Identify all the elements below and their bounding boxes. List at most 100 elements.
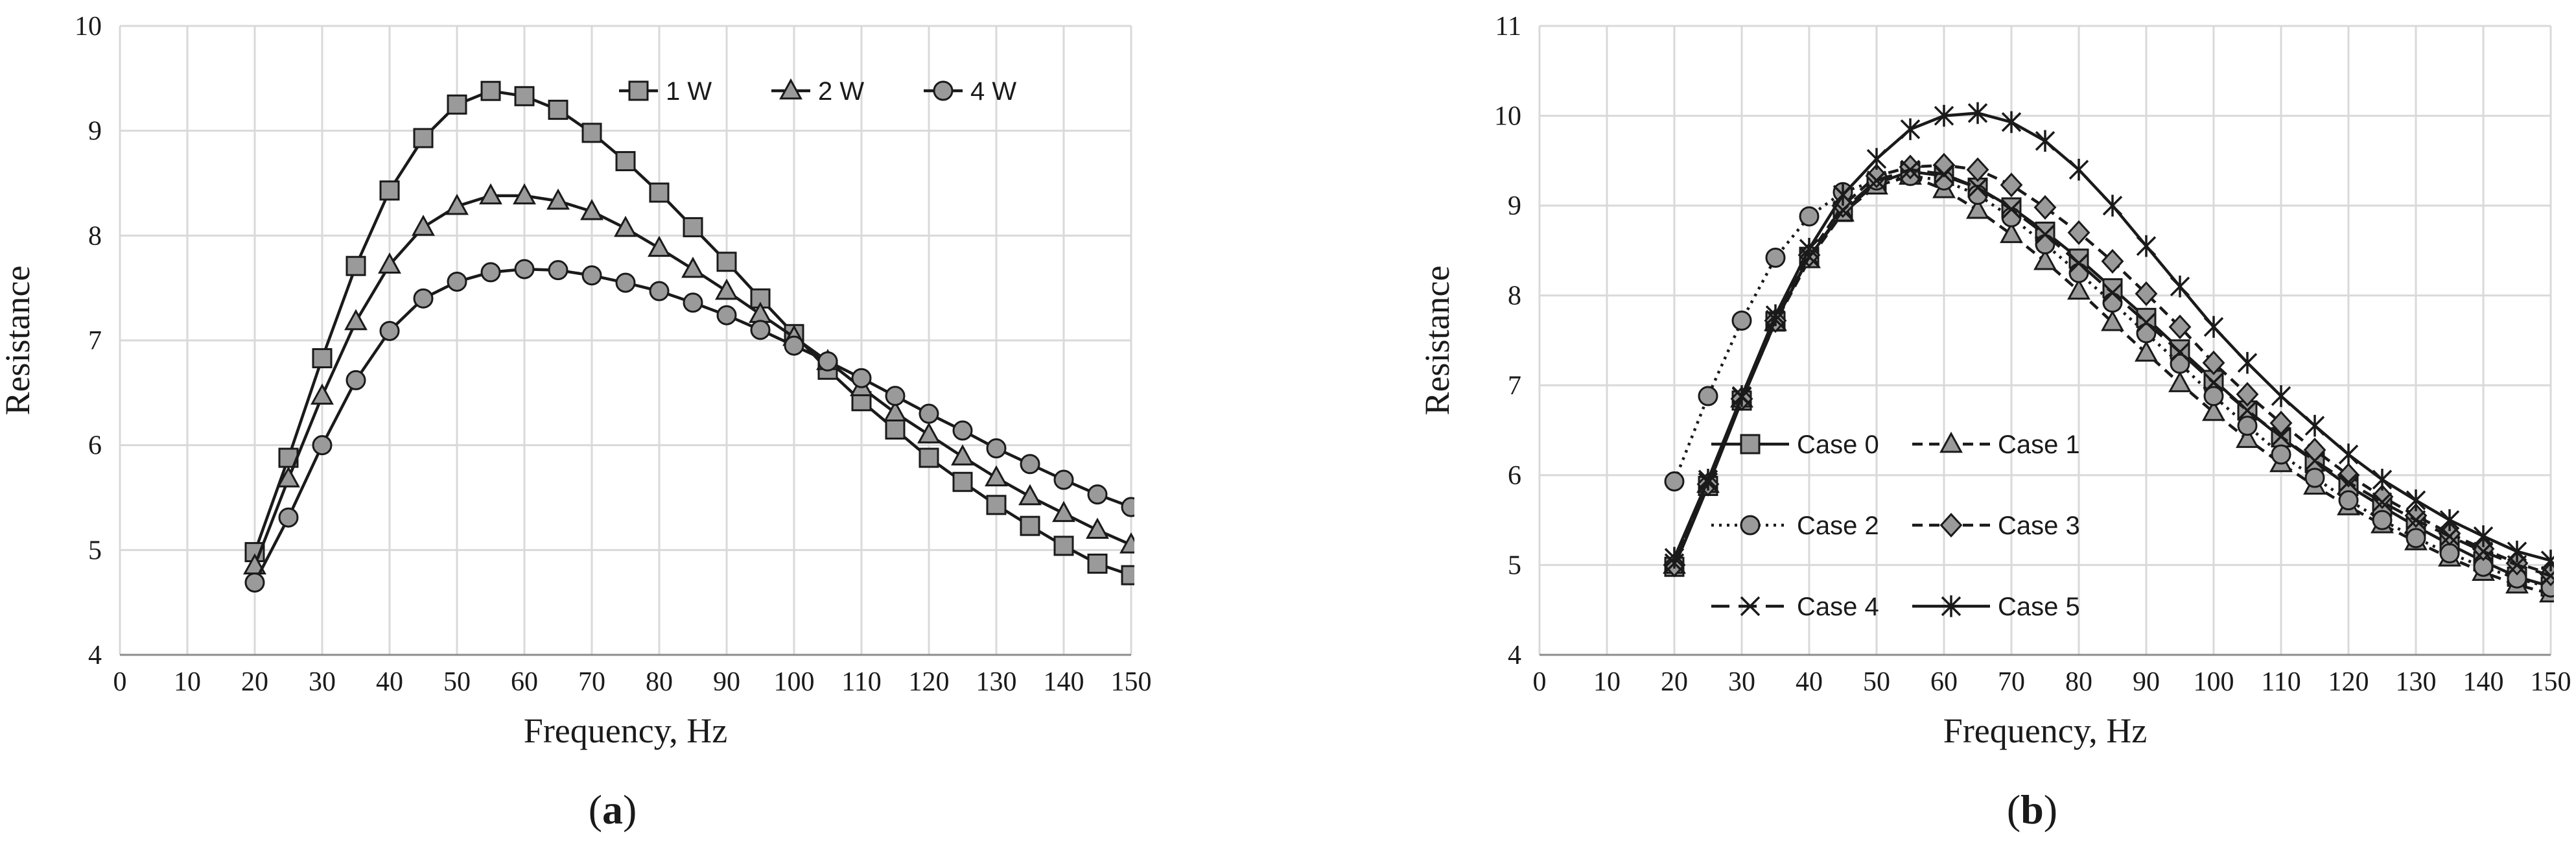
- data-point: [716, 305, 737, 325]
- legend-item: Case 5: [1912, 593, 2080, 621]
- legend-item: Case 0: [1711, 431, 1879, 459]
- data-point: [919, 403, 939, 424]
- x-tick-label: 60: [511, 667, 538, 697]
- x-tick-label: 70: [1998, 667, 2025, 697]
- data-point: [581, 265, 602, 286]
- legend-label: 2 W: [818, 77, 864, 106]
- data-point: [2372, 510, 2393, 530]
- data-point: [784, 335, 804, 356]
- data-point: [2102, 283, 2123, 303]
- data-point: [277, 466, 300, 488]
- data-point: [2203, 372, 2224, 393]
- panel-a-tick-labels: 0 10 20 30 40 50 60 70 80 90 100 110 120 130 140 150 4 5 6…: [75, 12, 1152, 697]
- series-2-w: [243, 183, 1134, 574]
- panel-b-y-axis-title: Resistance: [1418, 266, 1457, 416]
- data-point: [615, 151, 636, 172]
- data-point: [2236, 382, 2259, 407]
- data-point: [2338, 472, 2359, 493]
- legend-label: 1 W: [666, 77, 712, 106]
- y-tick-label: 6: [1508, 461, 1521, 491]
- data-point: [412, 215, 435, 236]
- x-tick-label: 40: [1796, 667, 1823, 697]
- legend-swatch-marker: [933, 80, 954, 101]
- y-tick-label: 11: [1495, 12, 1521, 41]
- data-point: [2304, 451, 2325, 471]
- legend-label: Case 1: [1998, 431, 2080, 459]
- data-point: [2271, 444, 2291, 465]
- data-point: [1121, 565, 1134, 585]
- data-point: [2033, 195, 2057, 220]
- data-point: [2035, 224, 2055, 244]
- data-point: [581, 123, 602, 143]
- data-point: [1086, 517, 1109, 539]
- y-tick-label: 6: [88, 431, 102, 461]
- data-point: [750, 320, 771, 340]
- data-point: [480, 80, 501, 101]
- y-tick-label: 7: [1508, 371, 1521, 401]
- data-point: [2271, 427, 2291, 447]
- data-point: [1664, 547, 1685, 569]
- data-point: [2406, 528, 2426, 549]
- legend-item: 1 W: [619, 77, 712, 106]
- x-tick-label: 130: [976, 667, 1017, 697]
- data-point: [278, 507, 299, 528]
- data-point: [2001, 111, 2022, 134]
- x-tick-label: 140: [2463, 667, 2504, 697]
- data-point: [2102, 292, 2123, 313]
- data-point: [2001, 199, 2022, 219]
- data-point: [548, 99, 568, 120]
- data-point: [2000, 172, 2023, 198]
- panel-b-legend: Case 0 Case 1 Case 2 Case 3 Case 4 Case 5: [1711, 431, 2080, 621]
- chart-panel-b: 0 10 20 30 40 50 60 70 80 90 100 110 120 130 140 150 4 5 6…: [1418, 12, 2571, 832]
- data-point: [344, 309, 368, 331]
- data-point: [1121, 497, 1134, 517]
- series-line: [1672, 174, 2551, 595]
- x-tick-label: 30: [309, 667, 336, 697]
- panel-b-series: [1663, 102, 2554, 603]
- data-point: [2000, 222, 2023, 243]
- y-tick-label: 9: [1508, 191, 1521, 221]
- data-point: [1087, 553, 1108, 574]
- data-point: [885, 419, 906, 440]
- data-point: [2136, 323, 2157, 344]
- data-point: [1731, 311, 1752, 331]
- data-point: [683, 292, 703, 313]
- data-point: [2338, 490, 2359, 511]
- data-point: [1765, 304, 1786, 326]
- data-point: [513, 183, 536, 205]
- data-point: [1799, 237, 1820, 260]
- y-tick-label: 5: [1508, 550, 1521, 580]
- x-tick-label: 140: [1044, 667, 1084, 697]
- panel-a-gridlines: [119, 25, 1132, 656]
- data-point: [1967, 102, 1988, 124]
- x-tick-label: 120: [909, 667, 950, 697]
- data-point: [986, 438, 1007, 459]
- data-point: [2033, 248, 2057, 270]
- x-tick-label: 30: [1728, 667, 1755, 697]
- legend-item: Case 4: [1711, 593, 1879, 621]
- data-point: [1018, 484, 1042, 506]
- legend-swatch-marker: [1740, 596, 1761, 617]
- data-point: [2136, 313, 2157, 333]
- panel-a-y-axis-title: Resistance: [0, 266, 37, 416]
- legend-item: Case 2: [1711, 512, 1879, 540]
- data-point: [1020, 454, 1040, 475]
- x-tick-label: 60: [1930, 667, 1958, 697]
- legend-label: Case 2: [1797, 512, 1879, 540]
- data-point: [2304, 414, 2325, 437]
- data-point: [2507, 540, 2527, 563]
- y-tick-label: 10: [1494, 102, 1521, 132]
- x-tick-label: 10: [174, 667, 201, 697]
- data-point: [885, 386, 906, 407]
- x-tick-label: 90: [2133, 667, 2160, 697]
- data-point: [546, 188, 570, 210]
- data-point: [580, 198, 603, 220]
- data-point: [649, 281, 670, 301]
- data-point: [2540, 549, 2554, 572]
- data-point: [2237, 400, 2258, 421]
- data-point: [2473, 525, 2494, 547]
- data-point: [952, 471, 973, 492]
- y-tick-label: 4: [88, 641, 102, 670]
- data-point: [2168, 371, 2192, 392]
- y-tick-label: 4: [1508, 641, 1521, 670]
